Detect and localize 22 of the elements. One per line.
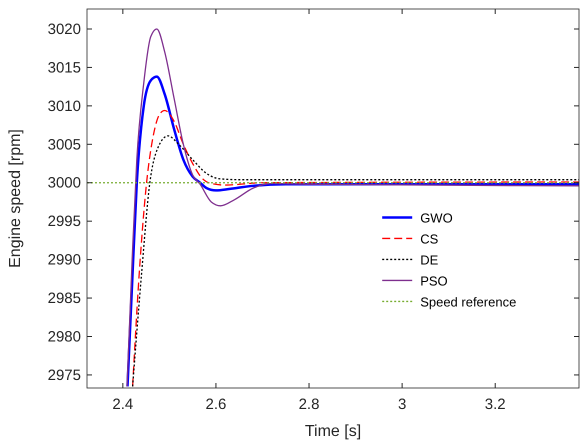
y-axis-title: Engine speed [rpm] xyxy=(7,129,24,268)
x-tick-label: 2.8 xyxy=(298,396,320,413)
legend-label: Speed reference xyxy=(420,294,516,310)
x-axis-title: Time [s] xyxy=(304,423,362,440)
y-tick-label: 2990 xyxy=(48,252,81,269)
x-tick-label: 2.6 xyxy=(206,396,226,413)
y-tick-label: 2985 xyxy=(48,290,81,308)
y-tick-label: 3010 xyxy=(48,98,81,115)
y-tick-label: 3020 xyxy=(48,20,81,38)
legend-label: GWO xyxy=(420,210,453,226)
y-tick-label: 2975 xyxy=(48,366,81,384)
y-tick-label: 3015 xyxy=(48,59,81,76)
x-tick-label: 2.4 xyxy=(112,396,134,413)
legend-label: PSO xyxy=(420,273,448,288)
legend-label: CS xyxy=(420,231,439,246)
x-tick-label: 3 xyxy=(398,396,406,413)
y-tick-label: 2980 xyxy=(48,328,81,346)
y-tick-label: 3005 xyxy=(48,136,81,154)
legend-label: DE xyxy=(420,252,439,268)
y-tick-label: 2995 xyxy=(48,213,81,230)
y-tick-label: 3000 xyxy=(48,174,81,192)
x-tick-label: 3.2 xyxy=(484,396,506,413)
